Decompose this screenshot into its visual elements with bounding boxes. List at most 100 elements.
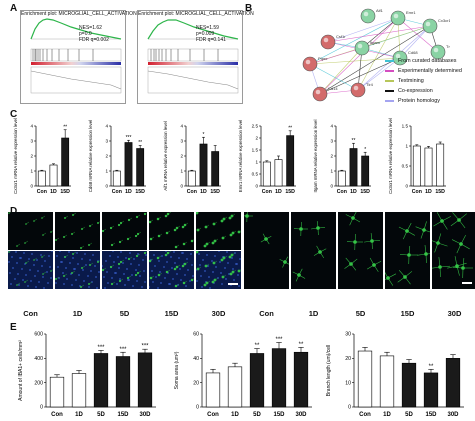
x-tick-label: 15D (210, 189, 220, 195)
scale-bar (462, 282, 472, 284)
legend-swatch (385, 80, 394, 82)
x-tick-label: 5D (405, 412, 413, 418)
y-axis-label: Branch length (um)/cell (326, 345, 332, 396)
network-node: Aif1 (360, 8, 384, 24)
network-edge (319, 57, 401, 95)
bar (249, 353, 265, 408)
bar (93, 353, 109, 408)
y-tick-label: 20 (345, 356, 351, 362)
network-edge (357, 57, 401, 91)
y-tick-label: 40 (193, 356, 199, 362)
network-node: Ptprc (302, 56, 327, 72)
x-tick-label: 1D (275, 189, 282, 195)
x-tick-label: 15D (285, 189, 295, 195)
micrograph-label: 1D (72, 309, 83, 318)
micrograph-label: 30D (211, 309, 226, 318)
bar-chart-c-3: Aif1 mRNA relative expression level 0 1 2 3 4… (163, 121, 221, 195)
bar (211, 151, 220, 187)
micrograph-tile (8, 212, 53, 250)
gsea-nes: NES=1.62 (79, 25, 102, 31)
network-node-label: Tmem119 (446, 44, 450, 49)
network-edge (327, 25, 431, 43)
network-legend: From curated databases Experimentally det… (385, 58, 475, 118)
gsea-title: Enrichment plot: MICROGLIAL_CELL_ACTIVAT… (138, 11, 254, 17)
y-tick-label: 2 (330, 154, 333, 159)
bar (124, 142, 133, 187)
micrograph-tile (149, 212, 194, 250)
bar (37, 170, 46, 187)
x-tick-label: 15D (60, 189, 70, 195)
bar (293, 351, 309, 408)
y-axis-label: Soma area (um²) (174, 351, 180, 389)
legend-label: Textmining (398, 78, 424, 84)
bar (401, 362, 417, 408)
bar (227, 366, 243, 408)
bar (436, 143, 445, 187)
protein-network: Aif1 Emr1 Cx3cr1 Tmem119 Cd68 Itgam Csf1r Ptprc… (302, 8, 450, 102)
y-tick-label: 0 (105, 184, 108, 189)
bar-chart-e-2: Soma area (um²) 0 20 40 60 Con 1D ** 5D *** 15D ** 3… (174, 332, 312, 418)
network-node-label: Aif1 (376, 8, 384, 13)
micrograph-label: 5D (355, 309, 366, 318)
bar (137, 352, 153, 408)
bar (274, 159, 283, 187)
x-tick-label: Con (337, 189, 347, 195)
bar (445, 358, 461, 408)
y-tick-label: 1 (255, 160, 258, 165)
y-tick-label: 0 (330, 184, 333, 189)
micrograph-tile (55, 212, 100, 250)
micrograph-label: 1D (308, 309, 319, 318)
network-edge (309, 57, 401, 65)
micrograph-tile (102, 212, 147, 250)
bar (49, 376, 65, 408)
network-node: Csf1r (320, 34, 346, 50)
micrograph-tile (8, 251, 53, 289)
significance-label: ** (352, 138, 356, 144)
significance-label: ** (288, 125, 292, 131)
legend-swatch (385, 60, 394, 62)
panel-label-c: C (10, 109, 18, 120)
significance-label: ** (138, 140, 142, 146)
legend-label: Experimentally determined (398, 68, 462, 74)
network-node: Tmem119 (430, 44, 450, 60)
panel-label-b: B (245, 3, 253, 14)
micrograph-tile-zoom (338, 212, 383, 289)
micrograph-tile-zoom (244, 212, 289, 289)
panel-label-a: A (10, 3, 18, 14)
y-tick-label: 60 (193, 332, 199, 338)
y-tick-label: 1 (30, 169, 33, 174)
network-edge (319, 47, 363, 95)
x-tick-label: 15D (117, 412, 129, 418)
y-tick-label: 1.5 (252, 148, 259, 153)
x-tick-label: 1D (50, 189, 57, 195)
y-tick-label: 0 (40, 405, 43, 411)
x-tick-label: 15D (425, 412, 437, 418)
network-node-label: Itgam (370, 40, 381, 45)
bar-chart-c-2: Cd68 mRNA relative expression level 0 1 2 3 4… (88, 120, 146, 195)
legend-swatch (385, 100, 394, 102)
network-node-label: Ptprc (318, 56, 327, 61)
network-edge (309, 63, 359, 91)
x-tick-label: 1D (383, 412, 391, 418)
micrograph-tile (196, 212, 241, 250)
y-tick-label: 10 (345, 380, 351, 386)
x-tick-label: 1D (125, 189, 132, 195)
y-axis-label: Cx3cr1 mRNA relative expression level (13, 118, 18, 194)
network-node: Cx3cr1 (422, 18, 450, 34)
y-axis-label: Aif1 mRNA relative expression level (163, 121, 168, 191)
x-tick-label: Con (207, 412, 219, 418)
micrograph-label: Con (259, 309, 274, 318)
bar (71, 373, 87, 408)
significance-label: *** (141, 344, 149, 350)
micrograph-label: Con (23, 309, 38, 318)
y-tick-label: 0 (180, 184, 183, 189)
network-edge (357, 17, 399, 91)
bar (424, 147, 433, 187)
network-node: Itgam (354, 40, 381, 56)
network-node: Tlr4 (350, 82, 374, 98)
significance-label: * (364, 147, 366, 153)
x-tick-label: Con (187, 189, 197, 195)
bar (61, 137, 70, 187)
significance-label: ** (429, 364, 434, 370)
significance-label: ** (63, 124, 67, 130)
